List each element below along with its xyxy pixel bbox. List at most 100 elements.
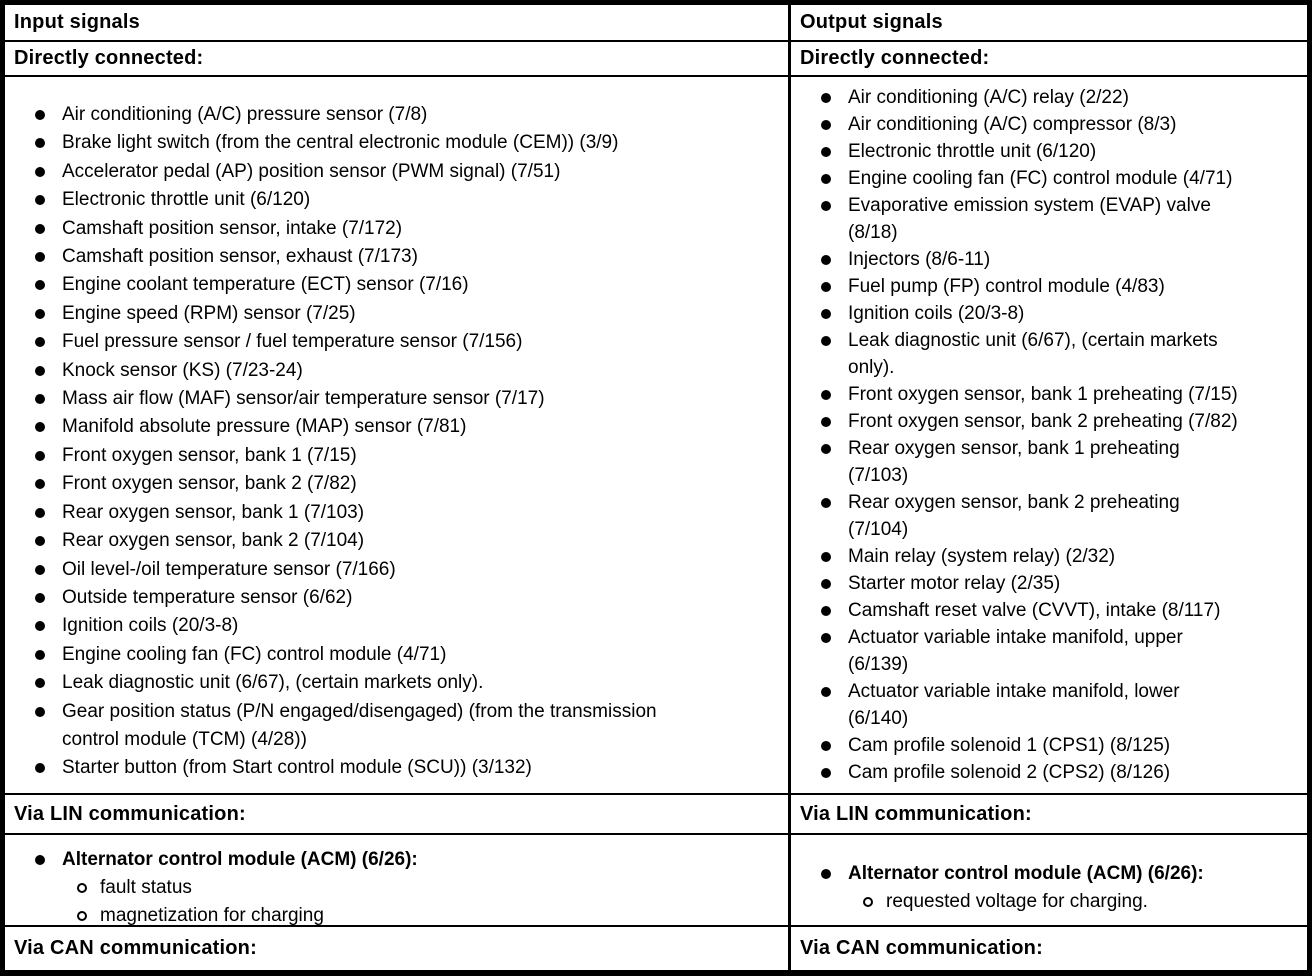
list-item-text: Actuator variable intake manifold, upper… [848, 627, 1183, 675]
list-item: Rear oxygen sensor, bank 1 (7/103) [35, 499, 770, 527]
list-item: Alternator control module (ACM) (6/26): f… [35, 846, 778, 925]
list-item-text: Air conditioning (A/C) compressor (8/3) [848, 114, 1177, 135]
bullet-icon [821, 390, 831, 400]
output-directly-connected-list: Air conditioning (A/C) relay (2/22) Air c… [791, 77, 1307, 795]
list-item: Front oxygen sensor, bank 1 (7/15) [35, 442, 770, 470]
list-item: Electronic throttle unit (6/120) [35, 186, 770, 214]
list-item: Engine speed (RPM) sensor (7/25) [35, 300, 770, 328]
bullet-icon [821, 869, 831, 879]
output-signals-header: Output signals [791, 5, 1307, 42]
list-item-text: Leak diagnostic unit (6/67), (certain ma… [62, 672, 484, 694]
list-item-text: Injectors (8/6-11) [848, 249, 991, 270]
hollow-bullet-icon [863, 897, 873, 907]
list-item-text: Knock sensor (KS) (7/23-24) [62, 359, 303, 381]
bullet-icon [35, 223, 45, 234]
bullet-icon [35, 337, 45, 348]
list-item-text: fault status [100, 877, 192, 898]
bullet-icon [35, 649, 45, 660]
sub-list-item: fault status [77, 874, 778, 902]
list-item: Actuator variable intake manifold, upper… [821, 624, 1303, 678]
list-item-text: Fuel pump (FP) control module (4/83) [848, 276, 1165, 297]
output-via-lin-heading: Via LIN communication: [791, 795, 1307, 835]
list-item: Starter motor relay (2/35) [821, 570, 1303, 597]
bullet-list: Air conditioning (A/C) relay (2/22) Air c… [791, 77, 1307, 786]
bullet-icon [35, 706, 45, 717]
list-item: Manifold absolute pressure (MAP) sensor … [35, 413, 770, 441]
list-item-text: Camshaft position sensor, exhaust (7/173… [62, 246, 418, 268]
bullet-icon [35, 138, 45, 149]
bullet-icon [35, 280, 45, 291]
input-directly-connected-heading: Directly connected: [5, 42, 791, 77]
list-item-text: Engine cooling fan (FC) control module (… [848, 168, 1233, 189]
list-item-text: Ignition coils (20/3-8) [62, 615, 239, 637]
list-item-text: Rear oxygen sensor, bank 1 preheating (7/… [848, 438, 1180, 486]
list-item: Rear oxygen sensor, bank 1 preheating (7/… [821, 435, 1303, 489]
bullet-icon [821, 255, 831, 265]
list-item: Outside temperature sensor (6/62) [35, 584, 770, 612]
sub-list-item: requested voltage for charging. [863, 888, 1303, 916]
list-item-text: Accelerator pedal (AP) position sensor (… [62, 160, 561, 182]
bullet-icon [821, 768, 831, 778]
list-item-text: Main relay (system relay) (2/32) [848, 546, 1116, 567]
bullet-icon [35, 308, 45, 319]
bullet-icon [35, 166, 45, 177]
list-item: Camshaft reset valve (CVVT), intake (8/1… [821, 597, 1303, 624]
input-directly-connected-list: Air conditioning (A/C) pressure sensor (… [5, 77, 791, 795]
list-item: Front oxygen sensor, bank 2 preheating (… [821, 408, 1303, 435]
bullet-icon [35, 855, 45, 865]
list-item: Mass air flow (MAF) sensor/air temperatu… [35, 385, 770, 413]
list-item-text: Engine cooling fan (FC) control module (… [62, 643, 447, 665]
list-item-text: Rear oxygen sensor, bank 2 preheating (7/… [848, 492, 1180, 540]
list-item: Engine coolant temperature (ECT) sensor … [35, 271, 770, 299]
bullet-icon [821, 309, 831, 319]
list-item: Injectors (8/6-11) [821, 246, 1303, 273]
bullet-icon [821, 741, 831, 751]
input-via-lin-list: Alternator control module (ACM) (6/26): f… [5, 835, 791, 927]
bullet-list: Alternator control module (ACM) (6/26): r… [791, 835, 1307, 916]
list-item-text: Actuator variable intake manifold, lower… [848, 681, 1180, 729]
input-via-lin-heading: Via LIN communication: [5, 795, 791, 835]
list-item: Ignition coils (20/3-8) [35, 612, 770, 640]
list-item-text: Air conditioning (A/C) pressure sensor (… [62, 104, 428, 125]
sub-bullet-list: requested voltage for charging. [848, 888, 1303, 916]
list-item: Rear oxygen sensor, bank 2 (7/104) [35, 527, 770, 555]
output-via-lin-list: Alternator control module (ACM) (6/26): r… [791, 835, 1307, 927]
bullet-icon [35, 110, 45, 120]
output-directly-connected-heading: Directly connected: [791, 42, 1307, 77]
list-item-text: Ignition coils (20/3-8) [848, 303, 1025, 324]
list-item: Cam profile solenoid 1 (CPS1) (8/125) [821, 732, 1303, 759]
list-item-text: Rear oxygen sensor, bank 1 (7/103) [62, 501, 365, 523]
list-item: Actuator variable intake manifold, lower… [821, 678, 1303, 732]
list-item-text: Leak diagnostic unit (6/67), (certain ma… [848, 330, 1218, 378]
list-item-text: Front oxygen sensor, bank 1 (7/15) [62, 444, 357, 466]
list-item-text: Fuel pressure sensor / fuel temperature … [62, 331, 523, 353]
list-item: Gear position status (P/N engaged/diseng… [35, 698, 770, 755]
sub-bullet-list: fault status magnetization for charging [62, 874, 778, 925]
hollow-bullet-icon [77, 911, 87, 921]
list-item: Engine cooling fan (FC) control module (… [821, 165, 1303, 192]
bullet-icon [821, 633, 831, 643]
bullet-icon [35, 678, 45, 689]
output-via-can-heading: Via CAN communication: [800, 937, 1043, 959]
list-item-text: Starter button (from Start control modul… [62, 757, 532, 779]
input-via-can-heading: Via CAN communication: [5, 927, 791, 970]
list-item-text: Evaporative emission system (EVAP) valve… [848, 195, 1211, 243]
list-item: Rear oxygen sensor, bank 2 preheating (7/… [821, 489, 1303, 543]
list-item-text: Starter motor relay (2/35) [848, 573, 1061, 594]
bullet-icon [821, 552, 831, 562]
list-item: Front oxygen sensor, bank 1 preheating (… [821, 381, 1303, 408]
list-item: Engine cooling fan (FC) control module (… [35, 641, 770, 669]
bullet-icon [35, 394, 45, 405]
list-item: Evaporative emission system (EVAP) valve… [821, 192, 1303, 246]
list-item-text: Alternator control module (ACM) (6/26): [848, 863, 1204, 884]
bullet-list: Alternator control module (ACM) (6/26): f… [5, 835, 788, 925]
bullet-icon [35, 252, 45, 263]
list-item-text: Rear oxygen sensor, bank 2 (7/104) [62, 530, 365, 552]
list-item: Leak diagnostic unit (6/67), (certain ma… [821, 327, 1303, 381]
bullet-icon [35, 365, 45, 376]
list-item-text: Front oxygen sensor, bank 2 (7/82) [62, 473, 357, 495]
list-item: Alternator control module (ACM) (6/26): r… [821, 860, 1303, 916]
list-item-text: Camshaft reset valve (CVVT), intake (8/1… [848, 600, 1221, 621]
list-item-text: Oil level-/oil temperature sensor (7/166… [62, 558, 396, 580]
bullet-icon [35, 422, 45, 433]
